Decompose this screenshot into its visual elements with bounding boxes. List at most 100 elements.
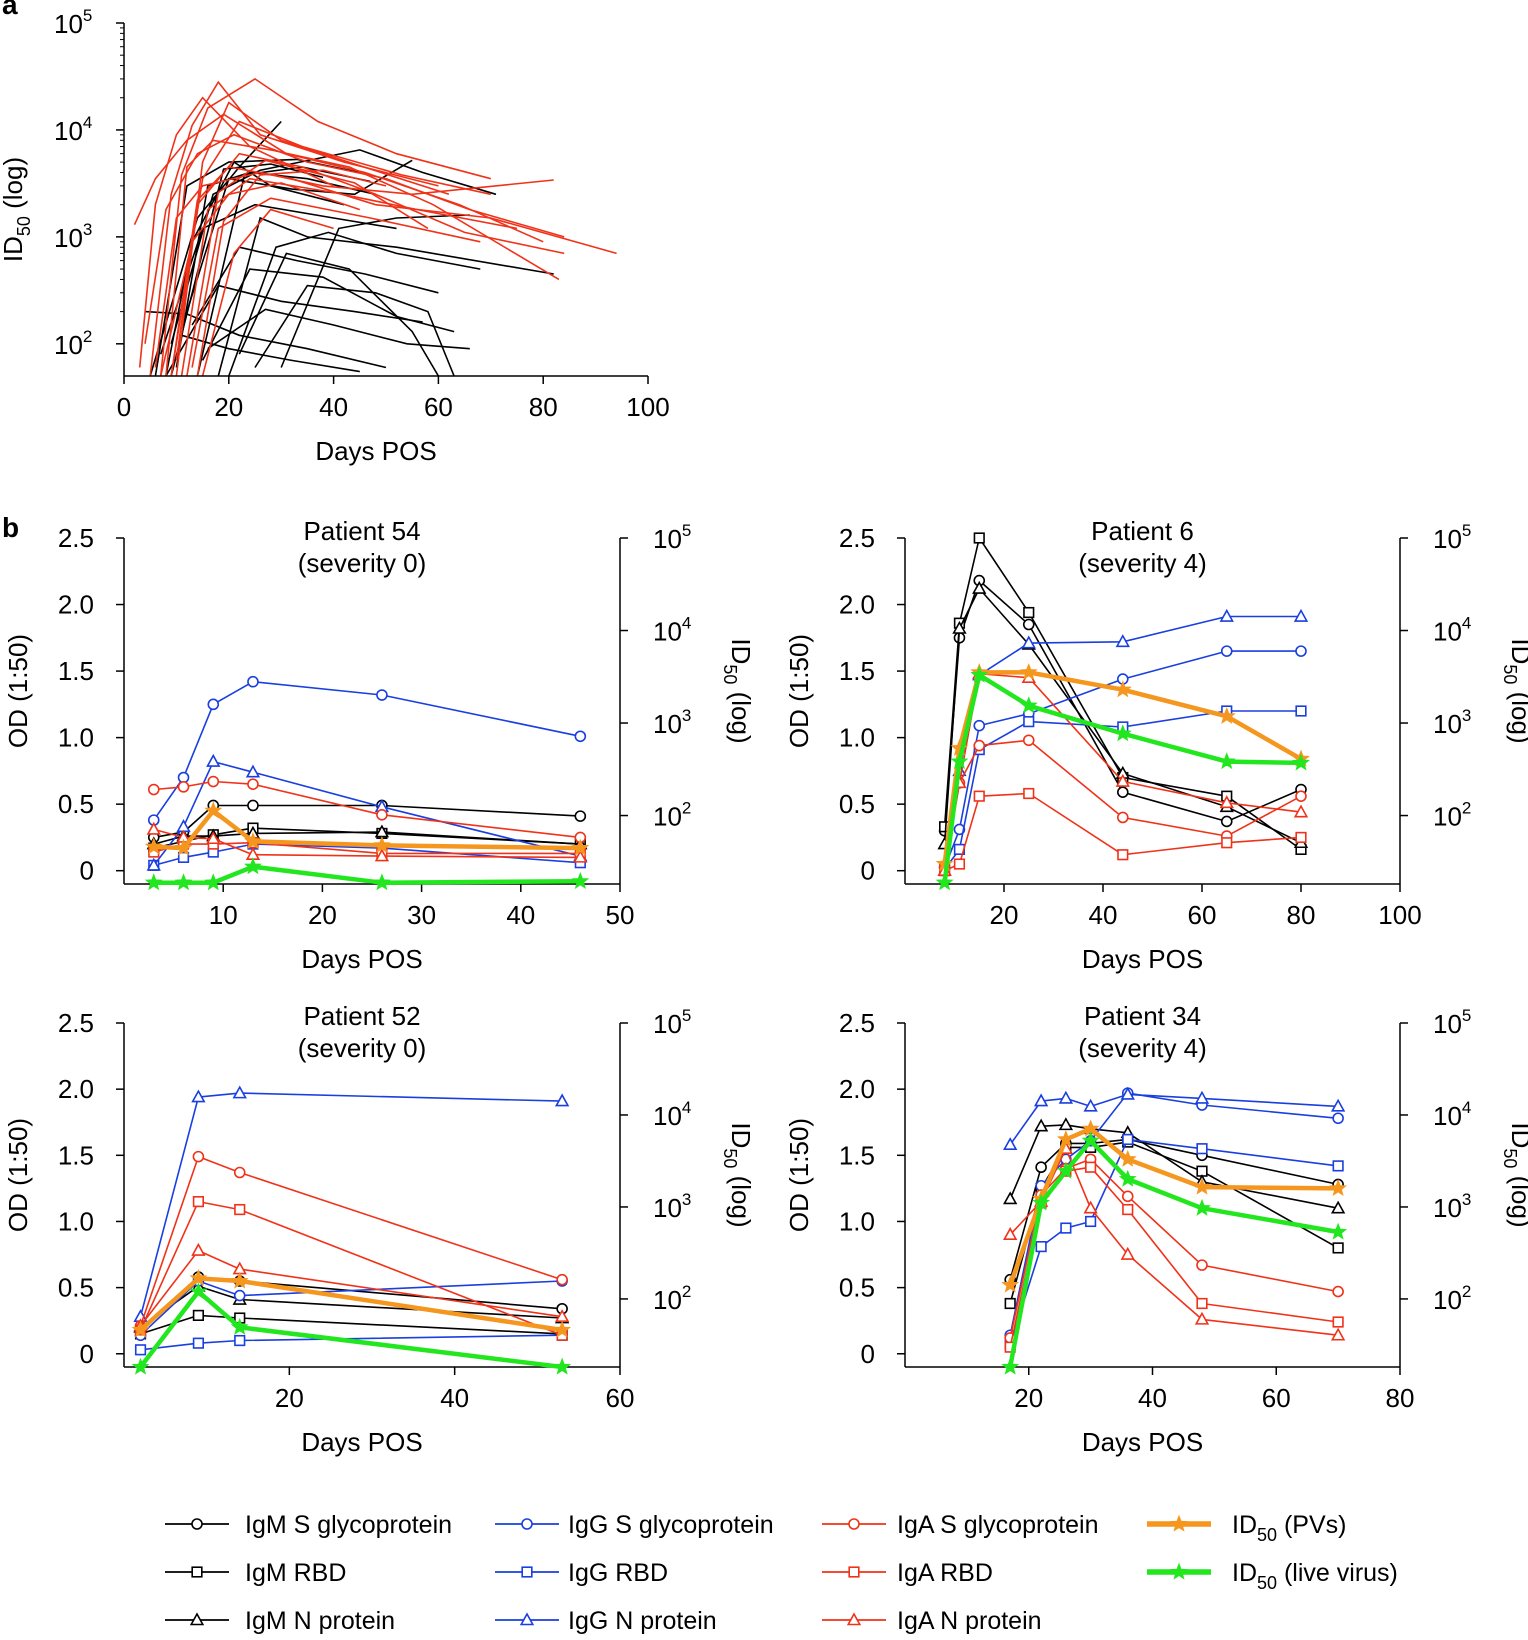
- panel-p6-y-label-right-main: ID: [1506, 638, 1528, 664]
- panel-p34-right-tick-label-base: 10: [1433, 1285, 1462, 1315]
- panel-p6-right-tick-label: 102: [1433, 799, 1471, 832]
- panel-p6-point: [1219, 795, 1234, 809]
- panel-patient-34-chart: 20 40 60 8000.51.01.52.02.5102103104105Days…: [784, 1001, 1528, 1457]
- panel-p34-point: [1332, 1112, 1344, 1125]
- panel-p6-x-tick-label: 80: [1287, 900, 1316, 930]
- panel-p54-point: [174, 838, 193, 856]
- panel-p54-point: [174, 873, 193, 891]
- legend-item-igg-s-glycoprotein: IgG S glycoprotein: [495, 1511, 774, 1539]
- panel-p6-point: [1023, 716, 1035, 728]
- panel-p34-y-label-right-tail: (log): [1506, 1168, 1528, 1227]
- panel-p54-x-tick-label: 20: [308, 900, 337, 930]
- legend-item-igm-rbd: IgM RBD: [165, 1559, 346, 1587]
- panel-p34-point: [1058, 1090, 1074, 1104]
- panel-p52-point: [131, 1320, 150, 1338]
- panel-p52-x-tick-label: 60: [606, 1383, 635, 1413]
- panel-p34-y-tick-label: 0: [861, 1339, 875, 1369]
- panel-p54-y-tick-label: 1.5: [58, 656, 94, 686]
- panel-p6-point: [952, 620, 967, 634]
- legend-marker-star: [1170, 1562, 1188, 1580]
- panel-a-series-line: [170, 120, 491, 376]
- panel-p54-point: [144, 873, 163, 891]
- panel-p34-series-iga-rbd: [1004, 1161, 1344, 1353]
- panel-p34-series-line: [1008, 1126, 1339, 1286]
- panel-p34-right-tick-label-exp: 3: [1462, 1190, 1471, 1209]
- panel-p52-right-tick-label-base: 10: [653, 1101, 682, 1131]
- panel-p54-point: [245, 764, 261, 778]
- panel-p52-point: [230, 1317, 249, 1335]
- panel-p54-title-line1: Patient 54: [303, 516, 420, 546]
- panel-p6-series-igg-n-protein: [937, 608, 1309, 876]
- panel-p34-point: [1332, 1242, 1344, 1254]
- panel-p6-y-tick-label: 1.0: [839, 723, 875, 753]
- panel-p6-point: [1113, 724, 1132, 742]
- panel-a-x-tick-label: 20: [214, 392, 243, 422]
- panel-a-y-tick-label-base: 10: [54, 116, 83, 146]
- panel-a-x-tick-label: 60: [424, 392, 453, 422]
- panel-p34-x-tick-label: 40: [1138, 1383, 1167, 1413]
- panel-p54-right-tick-label-exp: 3: [682, 706, 691, 725]
- legend-label: IgM S glycoprotein: [245, 1511, 452, 1539]
- panel-a-y-label-main: ID: [0, 236, 28, 262]
- panel-p6-x-tick-label: 20: [990, 900, 1019, 930]
- panel-p52-point: [189, 1282, 208, 1300]
- panel-p52-right-tick-label: 104: [653, 1098, 691, 1131]
- panel-p34-series-igm-s-glycoprotein: [1004, 1133, 1344, 1286]
- panel-p54-point: [177, 781, 190, 793]
- panel-a-x-label: Days POS: [315, 436, 436, 466]
- panel-p54-y-tick-label: 1.0: [58, 723, 94, 753]
- panel-p54-x-tick-label: 10: [209, 900, 238, 930]
- legend-label: IgA S glycoprotein: [897, 1511, 1099, 1539]
- panel-a-y-tick-label-exp: 4: [83, 113, 92, 132]
- panel-p34-point: [1120, 1246, 1135, 1260]
- panel-p52-series-line: [139, 1155, 563, 1327]
- panel-p52-point: [233, 1289, 246, 1302]
- panel-p34-point: [1081, 1131, 1100, 1149]
- panel-p6-point: [1221, 837, 1233, 849]
- panel-p6-point: [1220, 645, 1233, 657]
- panel-p6-point: [1293, 608, 1309, 622]
- panel-p52-x-tick-label: 20: [275, 1383, 304, 1413]
- panel-p6-point: [1021, 635, 1036, 649]
- panel-p34-point: [1196, 1297, 1208, 1310]
- panel-a-y-label-tail: (log): [0, 157, 28, 216]
- panel-b-letter: b: [2, 512, 19, 543]
- panel-p54-point: [247, 778, 259, 790]
- legend-marker-triangle: [519, 1612, 535, 1626]
- panel-p54-point: [244, 857, 262, 875]
- panel-p54-point: [146, 821, 161, 835]
- legend: IgM S glycoprotein IgM RBD IgM N protein Ig…: [165, 1511, 1398, 1635]
- panel-p34-right-tick-label: 104: [1433, 1098, 1471, 1131]
- panel-p54-series-line: [153, 831, 581, 845]
- panel-a-series-line: [149, 80, 439, 376]
- panel-p34-right-tick-label-base: 10: [1433, 1193, 1462, 1223]
- panel-p54-series-id50-pvs: [144, 801, 590, 856]
- legend-label: ID50 (PVs): [1232, 1511, 1346, 1545]
- panel-p6-x-tick-label: 60: [1188, 900, 1217, 930]
- panel-p34-point: [1083, 1098, 1098, 1112]
- panel-p52-right-tick-label-exp: 3: [682, 1190, 691, 1209]
- panel-p52-series-id50-pvs: [131, 1268, 572, 1338]
- panel-p52-right-tick-label-exp: 4: [682, 1098, 691, 1117]
- panel-p34-right-tick-label-base: 10: [1433, 1101, 1462, 1131]
- panel-p54-point: [247, 675, 259, 688]
- panel-p54-right-tick-label: 103: [653, 706, 691, 739]
- panel-p34-right-tick-label: 105: [1433, 1006, 1471, 1039]
- panel-p52-point: [554, 1093, 570, 1107]
- panel-p34-point: [1120, 1086, 1135, 1100]
- panel-p6-point: [1022, 618, 1035, 631]
- panel-p6-point: [1219, 608, 1234, 622]
- panel-a-y-tick-label-exp: 2: [83, 327, 92, 346]
- panel-p6-point: [1117, 786, 1129, 798]
- panel-p54-x-tick-label: 30: [407, 900, 436, 930]
- panel-p54-x-label: Days POS: [301, 944, 422, 974]
- panel-p52-point: [192, 1196, 205, 1208]
- panel-p52-point: [131, 1357, 150, 1375]
- panel-p34-point: [1330, 1327, 1346, 1341]
- panel-p52-series-id50-live-virus: [131, 1282, 572, 1375]
- panel-p34-x-label: Days POS: [1082, 1427, 1203, 1457]
- panel-p54-y-label-right: ID50 (log): [720, 638, 756, 743]
